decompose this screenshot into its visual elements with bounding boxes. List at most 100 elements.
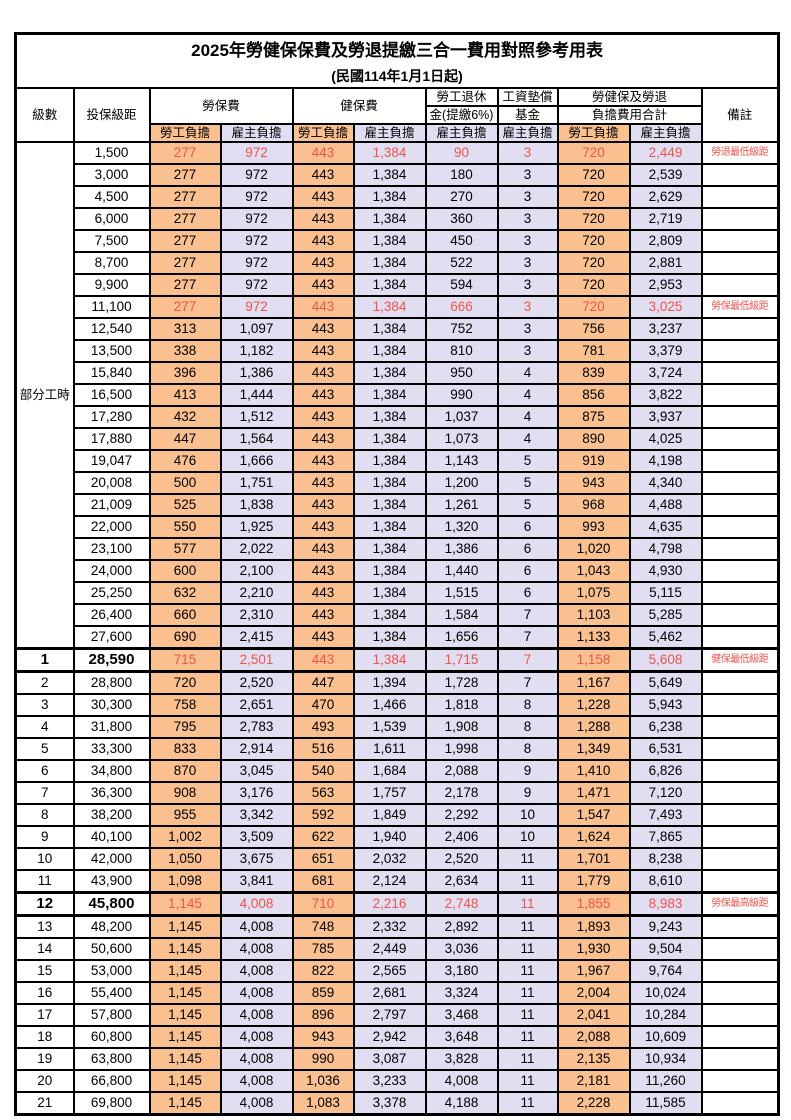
health-employee-cell: 592: [291, 802, 355, 827]
level-cell: 13: [14, 914, 75, 939]
table-row: 18 60,800 1,145 4,008 943 2,942 3,648 11 2,088 10…: [14, 1024, 780, 1049]
pension-employer-cell: 1,073: [424, 426, 499, 451]
labor-employer-cell: 972: [219, 250, 294, 275]
level-cell: 16: [14, 980, 75, 1005]
total-employer-cell: 4,340: [628, 470, 703, 495]
pension-employer-cell: 3,180: [424, 958, 499, 983]
pension-employer-cell: 3,324: [424, 980, 499, 1005]
wage-fund-employer-cell: 3: [496, 272, 559, 297]
labor-employer-cell: 1,182: [219, 338, 294, 363]
wage-fund-employer-cell: 11: [496, 914, 559, 939]
health-employer-cell: 1,849: [352, 802, 427, 827]
total-employee-cell: 1,930: [556, 936, 631, 961]
labor-employer-cell: 4,008: [219, 958, 294, 983]
note-cell: [700, 868, 780, 893]
health-employee-cell: 443: [291, 514, 355, 539]
health-employee-cell: 516: [291, 736, 355, 761]
health-employee-cell: 896: [291, 1002, 355, 1027]
health-employer-cell: 1,384: [352, 272, 427, 297]
health-employer-cell: 1,384: [352, 536, 427, 561]
level-cell: 15: [14, 958, 75, 983]
table-row: 6 34,800 870 3,045 540 1,684 2,088 9 1,410 6,826: [14, 758, 780, 783]
bracket-cell: 3,000: [72, 162, 151, 187]
health-employee-cell: 443: [291, 206, 355, 231]
note-cell: 健保最低級距: [700, 646, 780, 673]
wage-fund-employer-cell: 3: [496, 228, 559, 253]
note-cell: 勞退最低級距: [700, 140, 780, 165]
labor-employee-cell: 277: [148, 140, 222, 165]
pension-employer-cell: 1,728: [424, 670, 499, 695]
bracket-cell: 15,840: [72, 360, 151, 385]
wage-fund-employer-cell: 3: [496, 162, 559, 187]
header-wage-fund-line1: 工資墊償: [496, 86, 559, 107]
labor-employee-cell: 870: [148, 758, 222, 783]
pension-employer-cell: 1,656: [424, 624, 499, 649]
labor-employee-cell: 690: [148, 624, 222, 649]
health-employer-cell: 1,384: [352, 624, 427, 649]
labor-employee-cell: 908: [148, 780, 222, 805]
bracket-cell: 69,800: [72, 1090, 151, 1115]
total-employer-cell: 4,798: [628, 536, 703, 561]
total-employee-cell: 1,158: [556, 646, 631, 673]
wage-fund-employer-cell: 7: [496, 670, 559, 695]
table-row: 1 28,590 715 2,501 443 1,384 1,715 7 1,158 5,608 健…: [14, 646, 780, 673]
health-employee-cell: 447: [291, 670, 355, 695]
table-row: 21,009 525 1,838 443 1,384 1,261 5 968 4,488: [16, 492, 780, 517]
table-row: 16 55,400 1,145 4,008 859 2,681 3,324 11 2,004 10…: [14, 980, 780, 1005]
labor-employer-cell: 2,783: [219, 714, 294, 739]
total-employee-cell: 1,167: [556, 670, 631, 695]
labor-employee-cell: 277: [148, 162, 222, 187]
total-employee-cell: 1,043: [556, 558, 631, 583]
total-employee-cell: 720: [556, 184, 631, 209]
labor-employee-cell: 1,145: [148, 980, 222, 1005]
total-employer-cell: 8,983: [628, 890, 703, 917]
note-cell: [700, 492, 780, 517]
total-employer-cell: 10,284: [628, 1002, 703, 1027]
health-employee-cell: 443: [291, 316, 355, 341]
note-cell: [700, 316, 780, 341]
labor-employer-cell: 4,008: [219, 936, 294, 961]
title-row: 2025年勞健保保費及勞退提繳三合一費用對照參考用表 (民國114年1月1日起): [14, 32, 780, 89]
table-row: 7 36,300 908 3,176 563 1,757 2,178 9 1,471 7,120: [14, 780, 780, 805]
bracket-cell: 55,400: [72, 980, 151, 1005]
wage-fund-employer-cell: 6: [496, 536, 559, 561]
table-row: 3 30,300 758 2,651 470 1,466 1,818 8 1,228 5,943: [14, 692, 780, 717]
total-employer-cell: 4,930: [628, 558, 703, 583]
note-cell: [700, 206, 780, 231]
total-employee-cell: 1,288: [556, 714, 631, 739]
wage-fund-employer-cell: 4: [496, 426, 559, 451]
health-employer-cell: 1,384: [352, 514, 427, 539]
pension-employer-cell: 360: [424, 206, 499, 231]
note-cell: [700, 736, 780, 761]
level-cell: 12: [14, 890, 75, 917]
note-cell: [700, 780, 780, 805]
pension-employer-cell: 1,908: [424, 714, 499, 739]
total-employer-cell: 4,025: [628, 426, 703, 451]
wage-fund-employer-cell: 11: [496, 958, 559, 983]
health-employee-cell: 859: [291, 980, 355, 1005]
pension-employer-cell: 1,515: [424, 580, 499, 605]
labor-employee-cell: 476: [148, 448, 222, 473]
pension-employer-cell: 1,440: [424, 558, 499, 583]
table-row: 4,500 277 972 443 1,384 270 3 720 2,629: [16, 184, 780, 209]
table-row: 8 38,200 955 3,342 592 1,849 2,292 10 1,547 7,493: [14, 802, 780, 827]
health-employee-cell: 470: [291, 692, 355, 717]
health-employee-cell: 443: [291, 470, 355, 495]
health-employee-cell: 681: [291, 868, 355, 893]
bracket-cell: 20,008: [72, 470, 151, 495]
table-row: 11,100 277 972 443 1,384 666 3 720 3,025 勞保最低級距: [16, 294, 780, 319]
table-row: 4 31,800 795 2,783 493 1,539 1,908 8 1,288 6,238: [14, 714, 780, 739]
health-employer-cell: 1,384: [352, 470, 427, 495]
header-total-employee: 勞工負擔: [556, 122, 631, 143]
total-employee-cell: 720: [556, 206, 631, 231]
health-employer-cell: 1,384: [352, 162, 427, 187]
table-row: 3,000 277 972 443 1,384 180 3 720 2,539: [16, 162, 780, 187]
total-employer-cell: 6,238: [628, 714, 703, 739]
wage-fund-employer-cell: 11: [496, 1090, 559, 1115]
table-row: 21 69,800 1,145 4,008 1,083 3,378 4,188 11 2,228…: [14, 1090, 780, 1115]
bracket-cell: 21,009: [72, 492, 151, 517]
header-labor-insurance: 勞保費: [148, 86, 294, 125]
total-employee-cell: 1,893: [556, 914, 631, 939]
health-employer-cell: 2,332: [352, 914, 427, 939]
total-employer-cell: 10,934: [628, 1046, 703, 1071]
